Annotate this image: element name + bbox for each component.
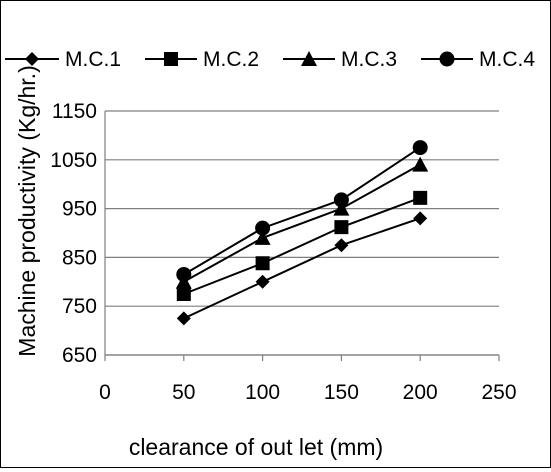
legend-item-3: M.C.3 — [283, 48, 397, 71]
series-m-c-1 — [176, 211, 428, 326]
x-tick-label-100: 100 — [245, 381, 280, 404]
legend: M.C.1 M.C.2 M.C.3 M.C.4 — [5, 48, 535, 71]
series-line-2 — [183, 196, 421, 295]
gridlines — [105, 110, 499, 356]
data-point-s3-x150 — [333, 200, 350, 216]
legend-label-1: M.C.1 — [65, 48, 121, 71]
legend-item-1: M.C.1 — [5, 48, 121, 71]
series-line-1 — [183, 217, 421, 320]
y-axis-title: Machine productivity (Kg/hr.) — [14, 65, 40, 356]
data-point-s1-x200 — [413, 211, 428, 226]
data-point-s4-x50 — [176, 266, 192, 282]
data-point-s2-x100 — [255, 256, 270, 271]
data-point-s2-x50 — [176, 287, 191, 301]
data-point-s4-x150 — [333, 192, 349, 208]
data-point-s2-x200 — [413, 190, 428, 205]
legend-marker-2 — [164, 52, 178, 66]
data-point-s1-x50 — [176, 311, 191, 326]
legend-item-2: M.C.2 — [145, 48, 259, 71]
series-line-4 — [183, 146, 421, 276]
y-tick-label-650: 650 — [62, 344, 97, 367]
legend-marker-4 — [439, 51, 455, 67]
legend-label-3: M.C.3 — [341, 48, 397, 71]
x-tick-label-150: 150 — [324, 381, 359, 404]
series-m-c-3 — [175, 156, 429, 289]
x-tick-label-250: 250 — [481, 381, 516, 404]
series-m-c-4 — [176, 140, 428, 282]
x-tick-label-200: 200 — [403, 381, 438, 404]
data-point-s2-x150 — [334, 220, 349, 235]
legend-label-4: M.C.4 — [479, 48, 535, 71]
x-tick-label-50: 50 — [172, 381, 195, 404]
axes: 650 750 850 950 1050 1150 0 50 100 150 200 250 — [50, 100, 516, 404]
data-point-s3-x100 — [254, 229, 271, 245]
legend-marker-3 — [301, 51, 317, 66]
y-tick-label-1150: 1150 — [52, 100, 97, 123]
y-tick-label-950: 950 — [62, 198, 97, 221]
y-tick-label-750: 750 — [62, 295, 97, 318]
data-point-s3-x200 — [412, 156, 429, 172]
y-tick-label-1050: 1050 — [50, 149, 97, 172]
legend-label-2: M.C.2 — [203, 48, 259, 71]
legend-marker-1 — [25, 52, 39, 66]
data-point-s1-x100 — [255, 274, 270, 289]
series-m-c-2 — [176, 190, 428, 301]
y-tick-label-850: 850 — [62, 246, 97, 269]
series-line-3 — [183, 163, 421, 283]
x-axis-title: clearance of out let (mm) — [129, 434, 383, 460]
x-tick-label-0: 0 — [99, 381, 111, 404]
legend-item-4: M.C.4 — [421, 48, 535, 71]
data-point-s4-x100 — [255, 220, 271, 236]
series-group — [175, 140, 429, 326]
data-point-s4-x200 — [412, 140, 428, 156]
data-point-s1-x150 — [334, 238, 349, 253]
